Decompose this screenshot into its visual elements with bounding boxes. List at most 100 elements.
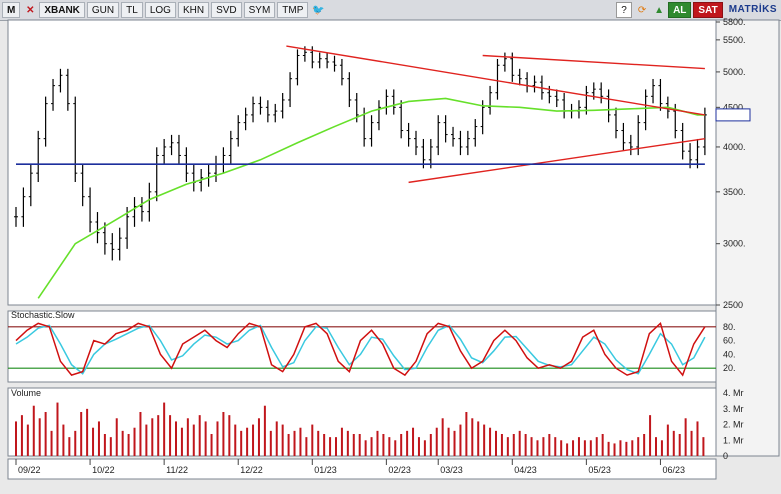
volume-bar (607, 441, 610, 456)
x-tick-label: 04/23 (514, 465, 537, 475)
lower-support-line (408, 137, 705, 184)
y-tick-label: 5500. (723, 35, 746, 45)
price-bar (154, 147, 159, 202)
volume-bar (287, 434, 290, 456)
tmp-button[interactable]: TMP (277, 2, 309, 18)
volume-bar (702, 437, 705, 456)
volume-bar (500, 434, 503, 456)
moving-average-line (37, 97, 705, 299)
volume-bar (394, 440, 397, 456)
volume-bar (388, 437, 391, 456)
price-bar (243, 107, 248, 131)
x-tick-label: 01/23 (314, 465, 337, 475)
price-bar (391, 89, 396, 115)
x-axis: 09/22 10/22 11/22 12/22 01/23 02/23 03/23 04/23… (7, 458, 717, 480)
price-bar (458, 130, 463, 156)
volume-bar (127, 434, 130, 456)
volume-bar (554, 437, 557, 456)
volume-bar (643, 434, 646, 456)
stochastic-panel: 20. 40. 60. 80. Stochastic.Slow (8, 310, 736, 377)
sell-button[interactable]: SAT (693, 2, 723, 18)
y-tick-label: 4000. (723, 142, 746, 152)
price-bar (36, 130, 41, 183)
price-bar (176, 134, 181, 164)
price-bar (599, 82, 604, 104)
volume-tick-label: 4. Mr (723, 388, 744, 398)
sym-button[interactable]: SYM (243, 2, 276, 18)
price-bar (651, 78, 656, 104)
brand-logo: MATRİKS (728, 4, 777, 15)
khn-button[interactable]: KHN (177, 2, 210, 18)
currency-tl-button[interactable]: TL (121, 2, 143, 18)
volume-title: Volume (11, 388, 41, 398)
volume-bar (240, 430, 243, 456)
volume-bar (613, 443, 616, 456)
price-bar (643, 89, 648, 131)
volume-bar (97, 421, 100, 456)
volume-bar (346, 430, 349, 456)
volume-bar (530, 437, 533, 456)
svd-button[interactable]: SVD (211, 2, 242, 18)
panel-frame (7, 387, 717, 457)
volume-bar (518, 430, 521, 456)
price-bar (110, 233, 115, 261)
stoch-tick-label: 60. (723, 336, 736, 346)
volume-bar (666, 424, 669, 456)
stoch-tick-label: 40. (723, 349, 736, 359)
price-bar (43, 96, 48, 147)
volume-bar (548, 434, 551, 456)
volume-bar (62, 424, 65, 456)
volume-bar (441, 418, 444, 456)
panel-frame (7, 310, 717, 383)
price-bar (65, 68, 70, 111)
stoch-tick-label: 80. (723, 322, 736, 332)
volume-bar (447, 427, 450, 456)
price-bar (376, 100, 381, 131)
price-bar (488, 85, 493, 115)
price-bar (21, 187, 26, 227)
price-bar (132, 197, 137, 227)
price-bar (443, 115, 448, 143)
volume-bar (216, 421, 219, 456)
price-bar (451, 126, 456, 147)
price-bar (58, 68, 63, 93)
volume-bar (417, 437, 420, 456)
price-bar (95, 212, 100, 244)
twitter-icon[interactable]: 🐦 (312, 4, 325, 16)
stochastic-d-line (15, 324, 706, 375)
logo: M (2, 2, 21, 18)
volume-tick-label: 3. Mr (723, 404, 744, 414)
volume-bar (293, 430, 296, 456)
buy-button[interactable]: AL (668, 2, 692, 18)
volume-bar (133, 427, 136, 456)
volume-bar (15, 421, 17, 456)
volume-bar (465, 412, 468, 456)
price-bar (502, 52, 507, 72)
chart-icon[interactable]: ▲ (654, 4, 665, 16)
price-bar (532, 75, 537, 93)
price-bar (680, 122, 685, 160)
period-gun-button[interactable]: GUN (86, 2, 120, 18)
price-bar (325, 52, 330, 69)
volume-bar (619, 440, 622, 456)
symbol-field[interactable]: XBANK (39, 2, 85, 18)
refresh-icon[interactable]: ⟳ (637, 4, 647, 16)
stochastic-k-line (15, 321, 706, 377)
volume-bar (169, 415, 172, 456)
volume-bar (103, 434, 106, 456)
price-bar (465, 130, 470, 156)
price-bar (28, 164, 33, 207)
volume-tick-label: 0 (723, 451, 728, 461)
help-icon[interactable]: ? (616, 2, 633, 18)
volume-bar (151, 418, 154, 456)
price-bar (517, 68, 522, 86)
log-scale-button[interactable]: LOG (144, 2, 176, 18)
chart-toolbar: M ✕ XBANK GUN TL LOG KHN SVD SYM TMP 🐦 ?… (0, 0, 781, 21)
x-tick-label: 06/23 (662, 465, 685, 475)
volume-bar (542, 437, 545, 456)
close-icon[interactable]: ✕ (26, 4, 35, 16)
volume-bar (275, 421, 278, 456)
price-bar (80, 164, 85, 207)
volume-bar (358, 434, 361, 456)
volume-bar (329, 437, 332, 456)
